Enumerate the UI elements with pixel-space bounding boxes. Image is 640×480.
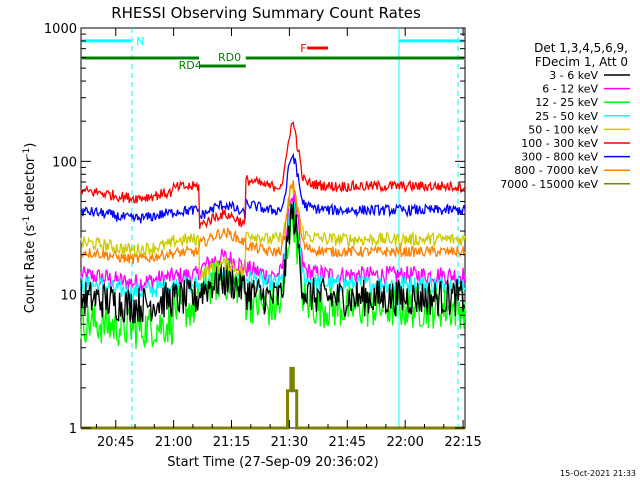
x-tick-label: 21:30 <box>271 435 308 450</box>
y-tick-label: 100 <box>52 155 77 170</box>
y-axis-label-mid: detector <box>23 156 38 216</box>
y-tick-label: 1 <box>69 422 77 437</box>
series-line <box>80 202 466 301</box>
legend-label: 25 - 50 keV <box>535 110 598 123</box>
x-tick-label: 22:15 <box>444 435 481 450</box>
legend-label: 50 - 100 keV <box>528 123 598 136</box>
legend-label: 12 - 25 keV <box>535 96 598 109</box>
y-axis-label: Count Rate (s-1 detector-1) <box>22 143 38 314</box>
x-tick-label: 22:00 <box>386 435 423 450</box>
chart-title: RHESSI Observing Summary Count Rates <box>111 4 421 22</box>
y-axis-label-sup1: -1 <box>22 216 32 225</box>
series-line <box>80 192 466 292</box>
annotation-layer: N RD0 RD4 F <box>82 35 464 72</box>
y-axis-label-main: Count Rate (s <box>23 225 38 314</box>
y-tick-label: 1000 <box>44 22 77 37</box>
x-tick-label: 21:45 <box>329 435 366 450</box>
legend: Det 1,3,4,5,6,9, FDecim 1, Att 0 3 - 6 k… <box>500 41 630 191</box>
footer-date: 15-Oct-2021 21:33 <box>560 469 636 478</box>
y-axis: 1 10 100 1000 <box>44 22 465 437</box>
rd4-label: RD4 <box>179 59 202 72</box>
x-axis: 20:45 21:00 21:15 21:30 21:45 22:00 22:15 <box>95 28 482 450</box>
rd0-label: RD0 <box>218 51 241 64</box>
x-tick-label: 20:45 <box>97 435 134 450</box>
legend-label: 300 - 800 keV <box>521 151 598 164</box>
x-tick-label: 21:15 <box>213 435 250 450</box>
legend-header-line-1: Det 1,3,4,5,6,9, <box>534 41 628 55</box>
legend-label: 800 - 7000 keV <box>514 164 598 177</box>
series-line <box>80 152 466 224</box>
series-line <box>80 201 466 324</box>
series-line <box>81 366 465 430</box>
plot-area: N RD0 RD4 F <box>80 27 466 430</box>
series-line <box>80 184 466 281</box>
series-line <box>80 201 466 349</box>
observing-markers <box>131 28 459 428</box>
legend-label: 100 - 300 keV <box>521 137 598 150</box>
legend-label: 3 - 6 keV <box>549 69 598 82</box>
flare-label: F <box>300 42 306 55</box>
plot-frame <box>80 27 466 429</box>
y-tick-label: 10 <box>60 289 77 304</box>
x-axis-label: Start Time (27-Sep-09 20:36:02) <box>167 455 378 470</box>
x-tick-label: 21:00 <box>155 435 192 450</box>
legend-header-line-2: FDecim 1, Att 0 <box>535 55 628 69</box>
legend-label: 6 - 12 keV <box>542 83 598 96</box>
y-axis-label-sup2: -1 <box>22 148 32 157</box>
y-axis-label-end: ) <box>23 143 38 148</box>
legend-label: 7000 - 15000 keV <box>500 178 598 191</box>
night-label: N <box>136 35 144 48</box>
series-layer <box>80 121 466 430</box>
series-line <box>80 121 466 230</box>
series-line <box>80 180 466 265</box>
